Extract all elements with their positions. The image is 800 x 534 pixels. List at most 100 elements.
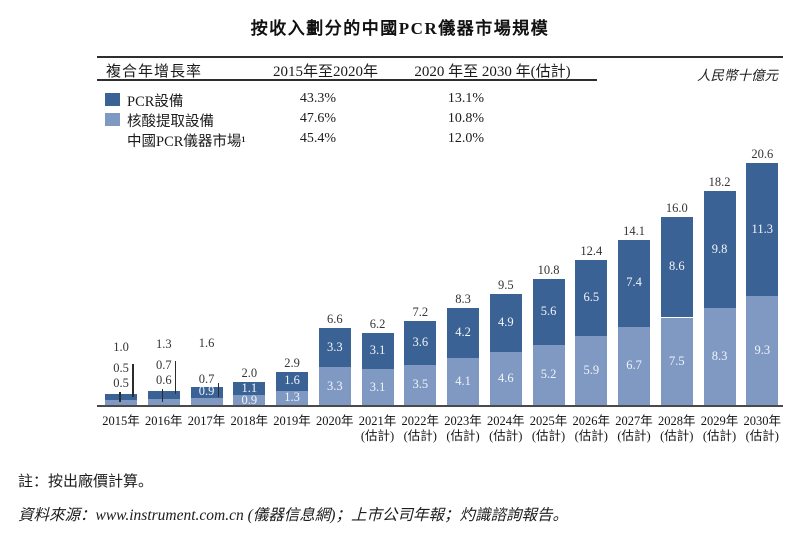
x-axis-label-estimate: (估計): [617, 429, 651, 443]
legend-value-pcr-1520: 43.3%: [299, 91, 337, 106]
legend-value-nucleic-1520: 47.6%: [299, 111, 337, 126]
bar-value-label-pcr: 0.9: [198, 384, 215, 399]
bar-value-label-nucleic: 9.3: [754, 343, 771, 358]
bar-segment-pcr: [746, 162, 779, 297]
bar-value-label-pcr: 1.6: [284, 373, 300, 388]
bar-value-label-nucleic: 8.3: [711, 349, 728, 364]
bar-segment-pcr: [318, 328, 351, 368]
legend-value-pcr-2030: 13.1%: [447, 91, 485, 106]
bar-value-label-nucleic: 3.3: [326, 378, 343, 393]
bar-total-label: 16.0: [665, 201, 688, 216]
bar-value-label-pcr: 6.5: [583, 290, 600, 305]
bar-value-label-nucleic: 3.5: [412, 377, 429, 392]
bar-segment-nucleic: [105, 400, 137, 406]
x-axis-label-estimate: (估計): [574, 429, 608, 443]
pcr-series-swatch-icon: [105, 93, 120, 106]
bar-value-label-pcr: 3.3: [326, 339, 343, 354]
bar-total-label: 8.3: [455, 292, 471, 307]
x-axis-label: 2028年: [657, 414, 696, 428]
bar-total-label: 2.9: [284, 355, 300, 370]
bar-segment-nucleic: [361, 369, 394, 406]
bar-segment-nucleic: [618, 326, 650, 406]
legend-value-nucleic-2030: 10.8%: [447, 111, 485, 126]
header-underline: [97, 79, 597, 81]
bar-value-label-nucleic: 0.9: [241, 392, 258, 407]
bar-segment-nucleic: [276, 390, 308, 406]
nucleic-series-swatch-icon: [105, 113, 120, 126]
bar-segment-pcr: [361, 332, 394, 370]
leader-line: [174, 360, 177, 394]
x-axis-label: 2025年: [529, 414, 568, 428]
bar-value-label-pcr: 8.6: [668, 259, 685, 274]
unit-note: 人民幣十億元: [697, 68, 778, 83]
bar-segment-pcr: [447, 308, 479, 358]
legend-row-total-market: 中國PCR儀器市場¹ 45.4% 12.0%: [0, 130, 800, 150]
leader-line: [161, 388, 164, 402]
x-axis-label-estimate: (估計): [702, 429, 737, 443]
bar-segment-nucleic: [147, 398, 180, 406]
legend-label-nucleic: 核酸提取設備: [127, 114, 214, 130]
cagr-header-col1: 2015年至2020年: [272, 64, 378, 80]
bar-value-label-nucleic: 4.1: [455, 373, 471, 388]
bar-value-label-pcr: 3.6: [412, 334, 429, 349]
bar-total-label: 12.4: [580, 243, 603, 258]
bar-segment-nucleic: [660, 317, 693, 406]
x-axis-label-estimate: (估計): [745, 429, 779, 443]
legend-row-nucleic: 核酸提取設備 47.6% 10.8%: [0, 110, 800, 130]
bar-value-label-pcr: 7.4: [626, 275, 642, 290]
bar-segment-pcr: [105, 394, 137, 401]
x-axis-label: 2019年: [273, 414, 311, 428]
bar-value-label-nucleic: 0.7: [198, 372, 215, 387]
bar-total-label: 1.3: [155, 336, 172, 351]
x-axis-label: 2022年: [401, 414, 439, 428]
bar-value-label-pcr: 4.9: [497, 314, 514, 329]
bar-segment-pcr: [147, 390, 180, 399]
top-rule: [97, 56, 783, 58]
bar-total-label: 20.6: [751, 146, 774, 161]
bar-segment-pcr: [233, 382, 266, 396]
bar-value-label-nucleic: 5.2: [540, 367, 557, 382]
legend-label-total-market: 中國PCR儀器市場¹: [127, 134, 246, 150]
bar-segment-pcr: [404, 321, 437, 365]
leader-line: [132, 364, 134, 398]
x-axis-label: 2016年: [144, 414, 183, 428]
bar-total-label: 1.6: [198, 336, 215, 351]
bar-total-label: 2.0: [241, 366, 258, 381]
bar-segment-pcr: [190, 387, 223, 398]
bar-segment-nucleic: [703, 308, 736, 406]
bar-value-label-nucleic: 0.5: [113, 376, 129, 391]
x-axis-label: 2027年: [615, 414, 653, 428]
bar-total-label: 10.8: [537, 262, 560, 277]
bar-value-label-pcr: 0.5: [113, 361, 129, 376]
bar-value-label-pcr: 5.6: [540, 303, 557, 318]
bar-segment-pcr: [703, 191, 736, 309]
bar-segment-nucleic: [447, 357, 479, 406]
x-axis-label: 2030年: [743, 414, 781, 428]
x-axis-label: 2020年: [315, 414, 354, 428]
x-axis-label-estimate: (估計): [531, 429, 566, 443]
bar-value-label-nucleic: 0.6: [155, 372, 172, 387]
legend-label-pcr: PCR設備: [127, 94, 184, 110]
bar-segment-nucleic: [532, 344, 565, 406]
bar-segment-nucleic: [575, 336, 608, 406]
bar-total-label: 14.1: [623, 223, 645, 238]
x-axis-label: 2018年: [230, 414, 268, 428]
chart-title: 按收入劃分的中國PCR儀器市場規模: [250, 19, 550, 38]
cagr-header-col2: 2020 年至 2030 年(估計): [414, 64, 571, 80]
x-axis-label-estimate: (估計): [489, 429, 523, 443]
bar-value-label-nucleic: 5.9: [583, 363, 600, 378]
bar-value-label-pcr: 1.1: [241, 380, 258, 395]
bar-segment-pcr: [532, 278, 565, 345]
x-axis-label-estimate: (估計): [660, 429, 694, 443]
footnote: 註：按出廠價計算。: [18, 474, 154, 490]
legend-value-total-1520: 45.4%: [299, 131, 337, 146]
x-axis-label-estimate: (估計): [403, 429, 437, 443]
bar-total-label: 1.0: [113, 340, 129, 355]
bar-segment-pcr: [276, 371, 308, 391]
bar-value-label-nucleic: 1.3: [284, 390, 300, 405]
source-note: 資料來源：www.instrument.com.cn (儀器信息網)；上市公司年…: [18, 507, 568, 524]
bar-segment-pcr: [575, 259, 608, 337]
bar-value-label-pcr: 11.3: [751, 221, 773, 236]
x-axis-line: [97, 405, 783, 407]
bar-segment-nucleic: [746, 296, 779, 406]
